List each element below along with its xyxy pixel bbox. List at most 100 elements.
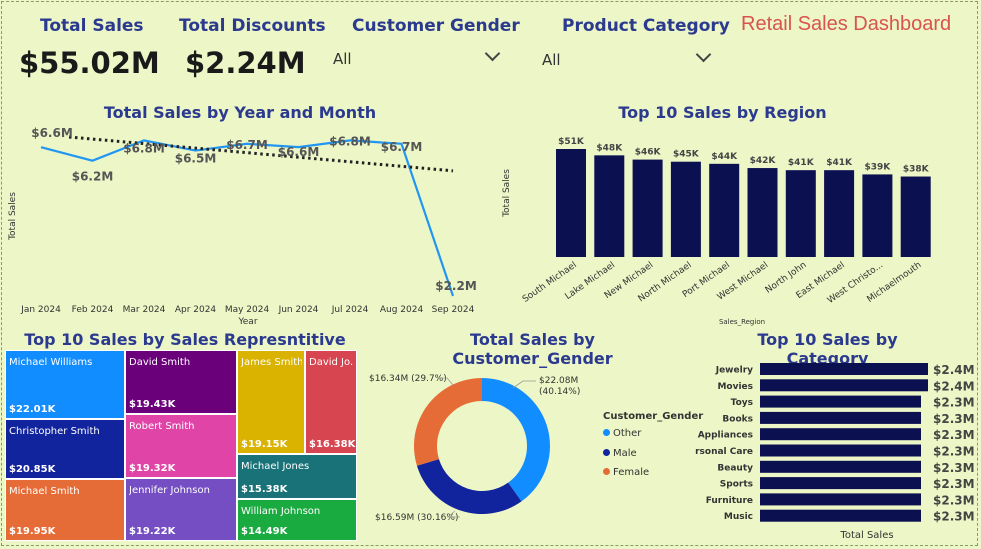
legend-label: Male xyxy=(613,447,637,459)
treemap-tile[interactable]: Michael Jones $15.38K xyxy=(237,454,357,499)
line-x-tick-label: Jan 2024 xyxy=(20,305,61,315)
category-y-tick-label: Beauty xyxy=(717,463,753,473)
line-x-tick-label: Mar 2024 xyxy=(123,305,166,315)
legend-dot xyxy=(603,429,610,436)
total-discounts-value: $2.24M xyxy=(185,46,306,80)
dashboard-title: Retail Sales Dashboard xyxy=(741,13,952,35)
region-data-label: $44K xyxy=(711,152,738,162)
category-bar xyxy=(760,444,921,457)
line-x-tick-label: Jul 2024 xyxy=(331,305,369,315)
region-data-label: $45K xyxy=(673,150,700,160)
region-data-label: $48K xyxy=(596,143,623,153)
region-bar xyxy=(709,163,740,257)
legend-dot xyxy=(603,448,610,456)
treemap-tile[interactable]: Christopher Smith $20.85K xyxy=(5,419,125,479)
treemap-tile-name: William Johnson xyxy=(241,506,321,517)
treemap-tile[interactable]: William Johnson $14.49K xyxy=(237,499,357,541)
donut-leader-line xyxy=(512,380,536,389)
line-data-label: $6.7M xyxy=(226,138,268,152)
category-data-label: $2.3M xyxy=(933,510,975,524)
region-bar xyxy=(747,168,778,257)
legend-item[interactable]: Other xyxy=(603,428,641,439)
treemap-tile-name: David Jo... xyxy=(309,357,354,368)
category-data-label: $2.3M xyxy=(933,477,975,491)
treemap-tile[interactable]: Michael Williams $22.01K xyxy=(5,350,125,419)
treemap-tile-name: Michael Williams xyxy=(9,357,93,368)
category-data-label: $2.4M xyxy=(933,379,975,393)
treemap-tile-value: $19.22K xyxy=(129,526,176,537)
line-chart-title: Total Sales by Year and Month xyxy=(103,103,377,122)
treemap-tile-name: Michael Smith xyxy=(9,486,80,497)
treemap-tile[interactable]: David Jo... $16.38K xyxy=(305,350,357,454)
category-bar xyxy=(760,509,921,522)
legend-label: Other xyxy=(613,428,642,439)
donut-data-label: $16.59M (30.16%) xyxy=(375,513,458,523)
total-discounts-label: Total Discounts xyxy=(179,16,326,36)
treemap-tile-name: Christopher Smith xyxy=(9,426,100,437)
category-slicer-dropdown[interactable]: All xyxy=(538,46,714,74)
treemap-tile-name: Jennifer Johnson xyxy=(129,485,210,496)
trend-line xyxy=(68,135,454,173)
line-x-axis-label: Year xyxy=(237,317,257,327)
category-y-tick-label: Furniture xyxy=(706,496,753,506)
line-data-label: $6.7M xyxy=(381,140,423,154)
treemap-tile[interactable]: David Smith $19.43K xyxy=(125,350,237,414)
treemap-tile-value: $19.43K xyxy=(129,399,176,410)
category-data-label: $2.4M xyxy=(933,363,975,377)
category-bar xyxy=(760,428,921,441)
line-x-tick-label: Apr 2024 xyxy=(175,305,217,315)
donut-slice xyxy=(482,378,550,502)
treemap-tile-name: David Smith xyxy=(129,357,191,368)
region-bar xyxy=(862,174,893,257)
line-x-tick-label: Aug 2024 xyxy=(380,305,424,315)
legend-item[interactable]: Male xyxy=(603,448,637,459)
treemap-tile[interactable]: James Smith $19.15K xyxy=(237,350,305,454)
region-data-label: $39K xyxy=(865,162,892,172)
treemap-tile-value: $19.95K xyxy=(9,526,56,537)
category-data-label: $2.3M xyxy=(933,412,975,426)
region-data-label: $41K xyxy=(826,158,853,168)
category-data-label: $2.3M xyxy=(933,445,975,459)
treemap-tile[interactable]: Jennifer Johnson $19.22K xyxy=(125,478,237,541)
category-y-tick-label: Appliances xyxy=(698,431,753,441)
line-y-axis-label: Total Sales xyxy=(8,192,18,241)
region-bar xyxy=(670,161,701,257)
line-x-tick-label: May 2024 xyxy=(225,305,270,315)
treemap-tile-value: $16.38K xyxy=(309,439,356,450)
region-bar xyxy=(632,159,663,257)
region-bar xyxy=(900,176,931,257)
gender-slicer-value: All xyxy=(333,50,352,68)
donut-data-label: $16.34M (29.7%) xyxy=(369,374,447,384)
treemap-tile[interactable]: Michael Smith $19.95K xyxy=(5,479,125,541)
region-y-axis-label: Total Sales xyxy=(502,169,512,218)
category-bar xyxy=(760,379,928,392)
gender-slicer-label: Customer Gender xyxy=(352,16,520,36)
region-chart-title: Top 10 Sales by Region xyxy=(618,103,827,122)
region-bar xyxy=(824,170,855,257)
category-data-label: $2.3M xyxy=(933,396,975,410)
treemap-tile-name: Michael Jones xyxy=(241,461,310,472)
category-bar xyxy=(760,411,921,424)
line-data-label: $2.2M xyxy=(435,279,477,293)
gender-slicer-dropdown[interactable]: All xyxy=(330,44,506,72)
category-data-label: $2.3M xyxy=(933,428,975,442)
line-x-tick-label: Jun 2024 xyxy=(278,305,319,315)
category-y-tick-label: Books xyxy=(722,414,753,424)
treemap-tile-value: $19.32K xyxy=(129,463,176,474)
region-data-label: $51K xyxy=(558,137,585,147)
category-bar xyxy=(760,493,921,506)
donut-data-label: (40.14%) xyxy=(539,387,580,397)
treemap-tile[interactable]: Robert Smith $19.32K xyxy=(125,414,237,478)
line-data-label: $6.6M xyxy=(278,145,320,159)
donut-slice xyxy=(416,459,522,515)
legend-item[interactable]: Female xyxy=(603,467,649,478)
category-y-tick-label: Jewelry xyxy=(715,366,753,376)
category-bar xyxy=(760,395,921,408)
treemap-tile-value: $15.38K xyxy=(241,484,288,495)
region-bar xyxy=(594,155,625,257)
sales-line xyxy=(40,139,455,297)
total-sales-value: $55.02M xyxy=(19,46,160,80)
line-data-label: $6.8M xyxy=(329,134,371,148)
line-x-tick-label: Feb 2024 xyxy=(72,305,114,315)
